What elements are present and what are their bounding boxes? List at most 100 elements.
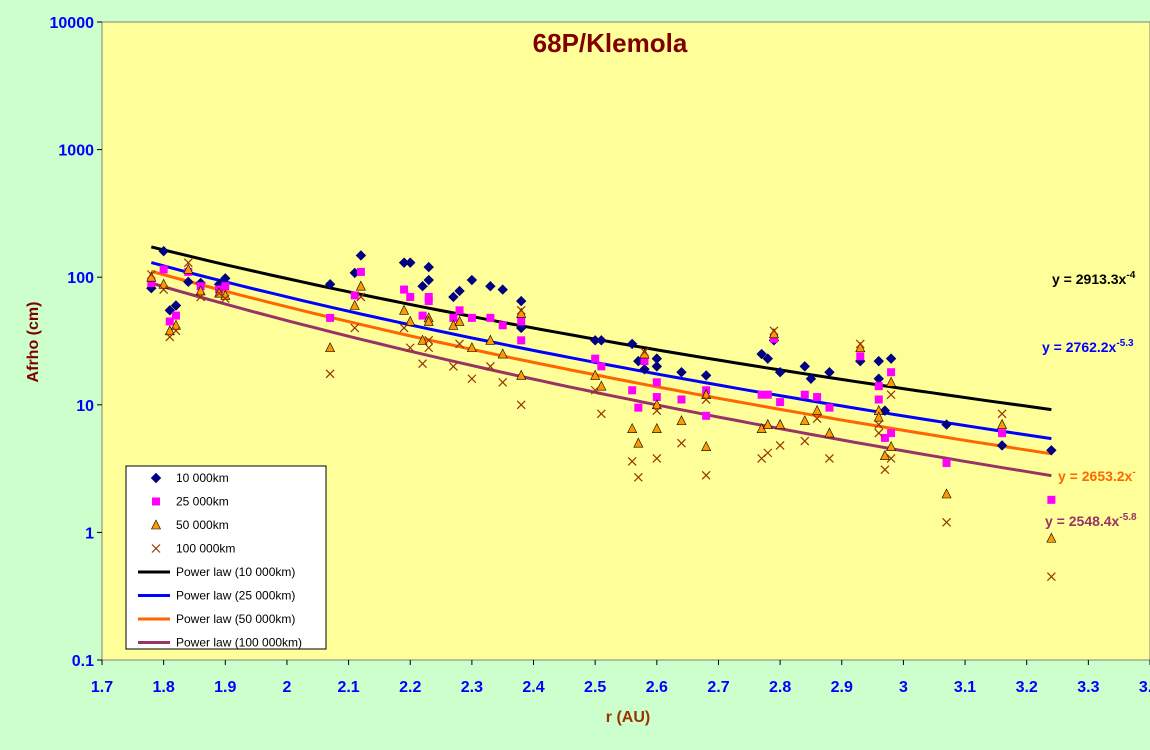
data-point-x (424, 343, 434, 353)
data-point-diamond (454, 285, 465, 297)
data-point-x (880, 465, 890, 475)
data-point-triangle (762, 418, 773, 429)
data-point-triangle (516, 369, 527, 380)
data-point-diamond (651, 361, 663, 372)
data-point-diamond (170, 300, 182, 311)
data-point-triangle (941, 488, 952, 499)
data-point-x (701, 395, 711, 404)
data-point-diamond (824, 367, 835, 378)
data-point-diamond (158, 245, 169, 257)
data-point-square (486, 313, 495, 322)
data-point-x (325, 369, 335, 379)
data-point-square (356, 267, 365, 276)
data-point-diamond (885, 353, 897, 364)
legend-marker-square (152, 497, 160, 506)
data-point-square (498, 321, 507, 330)
x-tick-label: 2.8 (769, 679, 791, 696)
data-point-x (399, 323, 409, 333)
data-point-x (171, 326, 181, 336)
legend-marker-x (151, 544, 161, 553)
data-point-x (652, 406, 662, 416)
x-tick-label: 3 (899, 679, 908, 696)
data-point-diamond (805, 373, 817, 384)
data-point-x (455, 339, 464, 349)
data-point-x (418, 359, 427, 369)
data-point-x (825, 453, 834, 463)
equation-exponent: -5.8 (1119, 512, 1137, 523)
legend-label: 25 000km (176, 495, 229, 509)
equation-exponent: -4 (1126, 270, 1135, 281)
x-tick-label: 2.4 (522, 679, 544, 696)
data-point-diamond (756, 348, 767, 360)
data-point-square (640, 357, 649, 366)
data-point-triangle (405, 315, 416, 326)
data-point-triangle (651, 423, 662, 433)
data-point-x (590, 385, 600, 395)
data-point-x (516, 305, 526, 315)
data-point-square (856, 352, 865, 361)
data-point-diamond (466, 274, 478, 286)
data-point-x (159, 285, 169, 294)
data-point-triangle (627, 423, 638, 433)
data-point-square (326, 313, 335, 322)
data-point-square (350, 291, 359, 300)
data-point-x (997, 409, 1007, 419)
data-point-triangle (855, 342, 866, 353)
data-point-x (763, 448, 773, 458)
data-point-diamond (700, 370, 712, 381)
data-point-x (467, 374, 477, 384)
data-point-x (627, 456, 637, 466)
data-point-x (874, 420, 884, 429)
data-point-square (776, 398, 785, 407)
data-point-square (400, 285, 409, 294)
legend-label: Power law (10 000km) (176, 565, 295, 579)
trend-equation-1: y = 2762.2x-5.3 (1042, 338, 1134, 355)
trend-equations: y = 2913.3x-4 y = 2762.2x-5.3 y = 2653.2x-… (1042, 270, 1137, 529)
legend-label: 50 000km (176, 518, 229, 532)
x-tick-label: 3.4 (1139, 679, 1150, 696)
equation-base: y = 2548.4x (1045, 513, 1120, 529)
data-point-diamond (448, 291, 459, 303)
x-tick-label: 2.7 (707, 679, 729, 696)
data-point-square (165, 317, 174, 326)
legend-label: 10 000km (176, 471, 229, 485)
data-point-x (812, 414, 822, 423)
data-point-x (498, 377, 508, 387)
trendline-2 (150, 269, 1052, 456)
data-point-triangle (701, 440, 712, 451)
y-tick-label: 10000 (50, 15, 95, 32)
x-tick-label: 2.5 (584, 679, 606, 696)
data-point-square (652, 393, 661, 402)
data-point-diamond (355, 250, 367, 261)
data-point-diamond (596, 335, 607, 346)
trend-equation-2: y = 2653.2x- (1058, 467, 1136, 484)
data-point-diamond (183, 276, 194, 288)
data-point-diamond (626, 338, 638, 350)
x-tick-label: 2.2 (399, 679, 421, 696)
data-points (146, 245, 1057, 582)
data-point-x (775, 441, 785, 450)
y-tick-label: 1 (85, 525, 94, 542)
data-point-square (942, 458, 951, 467)
data-point-triangle (651, 399, 662, 410)
x-tick-label: 1.8 (153, 679, 175, 696)
legend-marker-diamond (150, 472, 162, 484)
trend-equation-0: y = 2913.3x-4 (1052, 270, 1136, 287)
data-point-square (880, 433, 889, 442)
data-point-x (516, 400, 526, 410)
data-point-triangle (799, 415, 810, 426)
axis-ticks: 1.7 1.8 1.9 2 2.1 2.2 2.3 2.4 2.5 2.6 2.7 2.8 2.9 3 3.… (50, 15, 1150, 696)
data-point-square (769, 334, 778, 343)
x-tick-label: 3.3 (1077, 679, 1099, 696)
x-tick-label: 2.9 (831, 679, 853, 696)
data-point-square (813, 393, 822, 402)
data-point-diamond (676, 367, 687, 378)
data-point-x (220, 294, 230, 303)
trendline-3 (150, 281, 1052, 478)
chart-title: 68P/Klemola (533, 28, 688, 58)
legend-marker-triangle (151, 519, 161, 530)
data-point-square (424, 292, 433, 301)
data-point-square (874, 382, 883, 391)
data-point-square (757, 390, 766, 399)
data-point-square (887, 429, 896, 438)
